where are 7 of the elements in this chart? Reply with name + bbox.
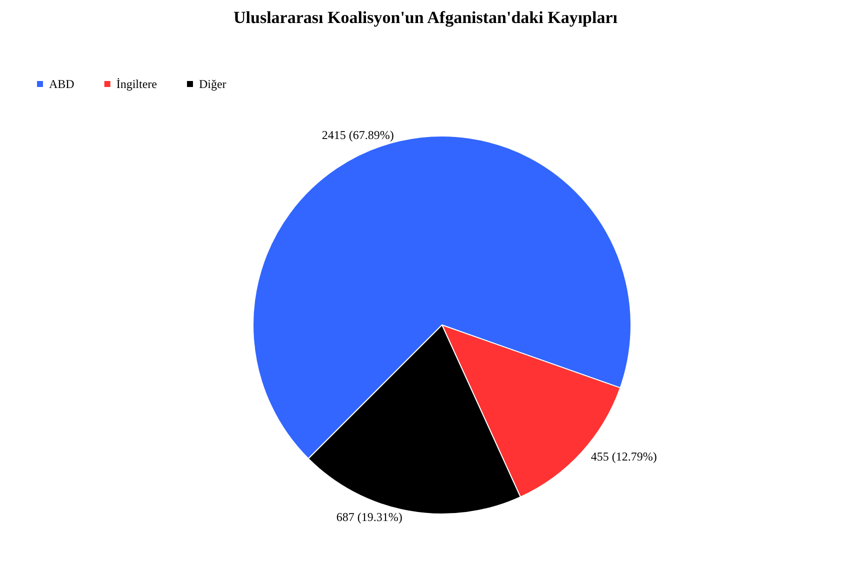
data-label: 2415 (67.89%) xyxy=(322,128,394,142)
chart-title: Uluslararası Koalisyon'un Afganistan'daki Kayıpları xyxy=(233,8,618,27)
data-label: 455 (12.79%) xyxy=(590,450,657,464)
data-label: 687 (19.31%) xyxy=(336,510,402,524)
legend-label: ABD xyxy=(49,77,75,91)
legend-label: İngiltere xyxy=(116,77,157,91)
legend-label: Diğer xyxy=(198,77,226,91)
